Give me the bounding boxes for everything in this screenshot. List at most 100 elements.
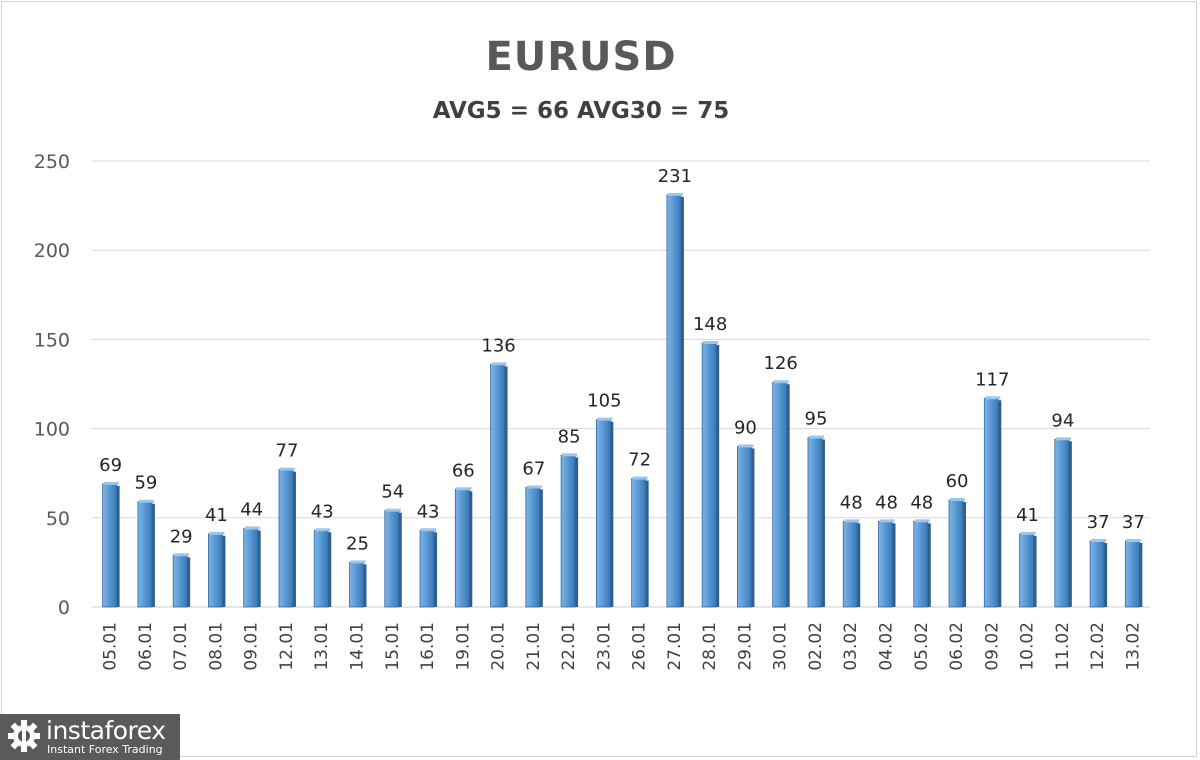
data-label: 136 bbox=[481, 335, 515, 356]
bar-top bbox=[174, 553, 190, 557]
bar-top bbox=[562, 453, 578, 457]
x-tick-label: 06.01 bbox=[136, 622, 156, 671]
bar-side bbox=[786, 384, 790, 607]
x-tick-label: 03.02 bbox=[841, 622, 861, 671]
data-label: 43 bbox=[417, 501, 440, 522]
data-label: 25 bbox=[346, 533, 369, 554]
data-label: 117 bbox=[975, 369, 1009, 390]
data-label: 48 bbox=[910, 492, 933, 513]
bar bbox=[878, 520, 893, 608]
x-tick-label: 13.01 bbox=[312, 622, 332, 671]
bar bbox=[631, 478, 647, 608]
bar-side bbox=[998, 400, 1002, 607]
bar-side bbox=[539, 489, 543, 607]
x-tick-label: 08.01 bbox=[206, 622, 226, 671]
bar-top bbox=[879, 519, 895, 523]
chart-subtitle: AVG5 = 66 AVG30 = 75 bbox=[432, 98, 730, 124]
x-tick-label: 20.01 bbox=[489, 622, 509, 671]
x-tick-label: 22.01 bbox=[559, 622, 579, 671]
bar bbox=[666, 194, 682, 608]
bar-top bbox=[279, 467, 295, 471]
bar-top bbox=[138, 499, 154, 503]
y-tick-label: 100 bbox=[34, 419, 70, 441]
gridlines bbox=[92, 160, 1150, 608]
bar-side bbox=[1033, 535, 1037, 607]
x-tick-label: 13.02 bbox=[1123, 622, 1143, 671]
data-label: 44 bbox=[240, 500, 263, 521]
bar bbox=[490, 363, 505, 608]
y-tick-label: 200 bbox=[34, 240, 70, 262]
bar bbox=[454, 488, 470, 608]
x-tick-label: 14.01 bbox=[348, 622, 368, 671]
x-tick-label: 30.01 bbox=[771, 622, 791, 671]
bar-top bbox=[456, 487, 472, 491]
data-label: 231 bbox=[658, 166, 692, 187]
bar bbox=[737, 446, 752, 608]
bar-side bbox=[116, 485, 120, 607]
bar-top bbox=[844, 519, 860, 523]
bar-side bbox=[927, 523, 931, 607]
bar bbox=[525, 487, 541, 608]
bar-side bbox=[610, 421, 614, 607]
x-tick-label: 19.01 bbox=[453, 622, 473, 671]
bar-side bbox=[645, 480, 649, 607]
bar bbox=[1019, 533, 1034, 608]
bar-top bbox=[350, 560, 366, 564]
bar-top bbox=[421, 528, 437, 532]
bar bbox=[1054, 438, 1070, 608]
bar-top bbox=[632, 476, 648, 480]
gear-icon bbox=[8, 720, 40, 752]
bar-side bbox=[716, 344, 720, 607]
data-label: 105 bbox=[587, 391, 621, 412]
bar-top bbox=[385, 508, 401, 512]
bar-side bbox=[892, 523, 896, 607]
bar-top bbox=[103, 481, 119, 485]
x-tick-label: 23.01 bbox=[594, 622, 614, 671]
data-label: 77 bbox=[276, 441, 299, 462]
bar-top bbox=[738, 444, 754, 448]
bar-top bbox=[1126, 538, 1142, 542]
bar bbox=[102, 483, 118, 608]
data-label: 41 bbox=[205, 505, 228, 526]
bar bbox=[208, 533, 223, 608]
bar-side bbox=[328, 532, 332, 607]
bar-side bbox=[151, 503, 155, 607]
chart-title: EURUSD bbox=[485, 34, 677, 80]
bar-top bbox=[985, 396, 1001, 400]
data-label: 67 bbox=[522, 458, 545, 479]
bar-side bbox=[821, 439, 825, 607]
data-label: 48 bbox=[840, 492, 863, 513]
bar-side bbox=[398, 512, 402, 607]
bar bbox=[913, 520, 929, 608]
bar-side bbox=[1139, 542, 1143, 607]
bar bbox=[842, 520, 858, 608]
bar bbox=[772, 381, 788, 608]
bar-side bbox=[363, 564, 367, 607]
bar-side bbox=[257, 530, 261, 607]
data-label: 37 bbox=[1087, 512, 1110, 533]
bar-side bbox=[857, 523, 861, 607]
data-label: 48 bbox=[875, 492, 898, 513]
bar-top bbox=[773, 380, 789, 384]
logo-name: instaforex bbox=[46, 716, 166, 745]
x-tick-label: 15.01 bbox=[383, 622, 403, 671]
data-label: 60 bbox=[946, 471, 969, 492]
bar-side bbox=[187, 557, 191, 607]
bar-side bbox=[751, 448, 755, 607]
x-tick-label: 12.02 bbox=[1088, 622, 1108, 671]
bar-side bbox=[1104, 542, 1108, 607]
x-tick-label: 06.02 bbox=[947, 622, 967, 671]
bar bbox=[349, 562, 364, 608]
data-label: 37 bbox=[1122, 512, 1145, 533]
bar bbox=[1124, 540, 1140, 608]
bar bbox=[278, 469, 294, 608]
x-tick-label: 05.01 bbox=[101, 622, 121, 671]
bar bbox=[313, 529, 329, 608]
data-label: 85 bbox=[558, 426, 581, 447]
bar-top bbox=[597, 417, 613, 421]
x-tick-label: 26.01 bbox=[630, 622, 650, 671]
bar bbox=[560, 454, 576, 608]
bar-top bbox=[1091, 538, 1107, 542]
bar-side bbox=[292, 471, 296, 607]
